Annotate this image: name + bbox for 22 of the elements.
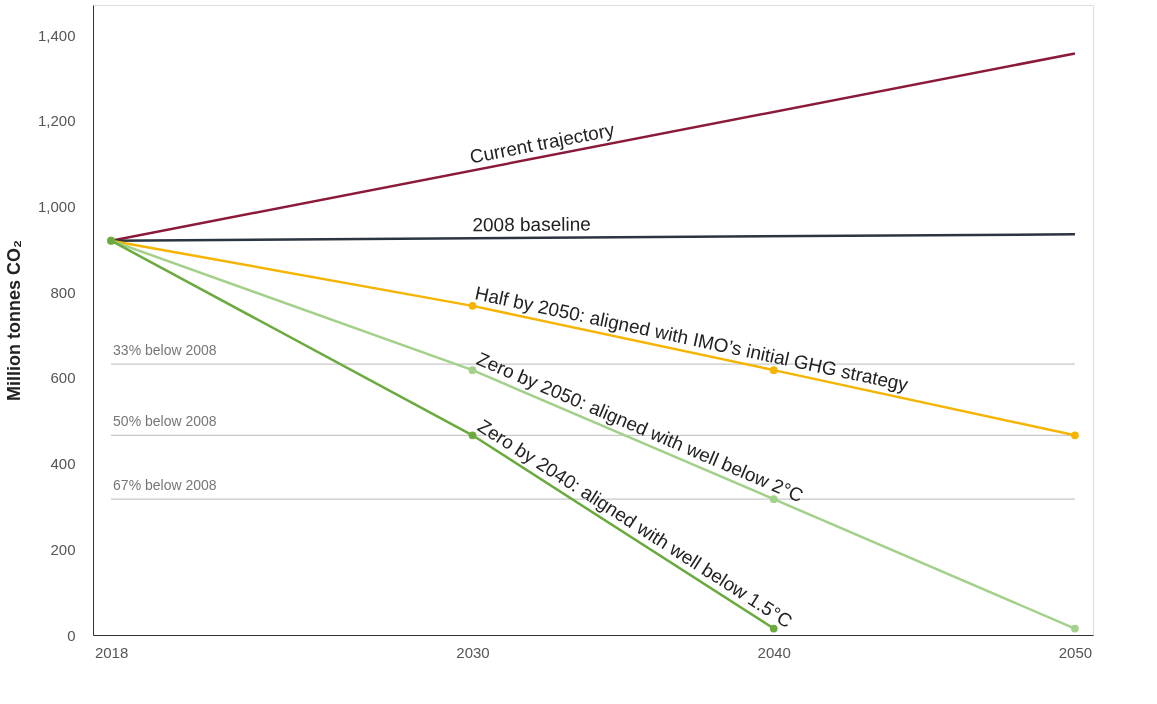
y-tick-label: 1,000	[37, 197, 76, 215]
y-tick-label: 200	[50, 540, 76, 558]
point	[1071, 624, 1079, 633]
y-tick-label: 600	[50, 369, 76, 387]
text: Current trajectory	[467, 118, 617, 168]
y-tick-label: 1,200	[37, 112, 76, 130]
y-tick-label: 400	[50, 455, 76, 473]
x-tick-label: 2018	[94, 643, 129, 661]
y-axis-title: Million tonnes CO₂	[3, 240, 24, 401]
y-tick-label: 1,400	[37, 26, 76, 44]
x-tick-label: 2040	[757, 643, 791, 661]
ref-line-label: 50% below 2008	[113, 413, 217, 430]
point	[769, 366, 778, 375]
x-tick-label: 2030	[456, 643, 490, 661]
y-tick-label: 800	[50, 283, 76, 301]
x-tick-label: 2050	[1058, 643, 1093, 661]
point	[1071, 431, 1079, 440]
ref-line-label: 67% below 2008	[113, 477, 217, 494]
y-tick-label: 0	[67, 626, 76, 644]
ref-line-label: 33% below 2008	[113, 342, 217, 359]
point	[468, 431, 477, 440]
series-label: 2008 baseline	[472, 213, 591, 236]
